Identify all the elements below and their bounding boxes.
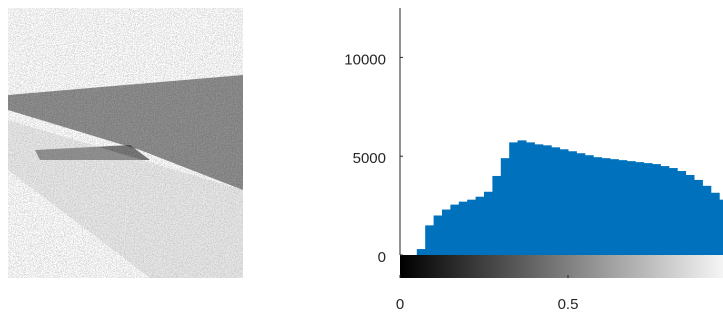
bar	[677, 171, 686, 255]
bar	[644, 163, 653, 255]
bar	[694, 180, 703, 255]
x-tick-label: 0.5	[558, 296, 579, 313]
bar	[576, 153, 585, 255]
bar	[551, 147, 560, 255]
bar	[635, 162, 644, 255]
bar	[627, 161, 636, 255]
bar	[459, 202, 468, 255]
bar	[652, 164, 661, 255]
noise-overlay	[8, 8, 243, 278]
bar	[501, 158, 510, 255]
bar	[534, 144, 543, 255]
bar	[610, 159, 619, 255]
figure: 0 5000 10000 0 0.5	[0, 0, 723, 318]
x-tick-label: 0	[396, 296, 404, 313]
bar	[467, 200, 476, 255]
bar	[492, 176, 501, 255]
bar	[660, 166, 669, 255]
page: 050001000000.5 (() => { const data = JSO…	[0, 0, 723, 318]
photo	[8, 8, 243, 278]
bar	[568, 151, 577, 255]
bar	[450, 205, 459, 255]
bar	[618, 160, 627, 255]
y-tick-label: 5000	[353, 150, 386, 167]
bar	[560, 149, 569, 255]
bar	[476, 197, 485, 255]
bar	[417, 249, 426, 255]
y-tick-label: 0	[378, 249, 386, 266]
bar	[686, 175, 695, 255]
colorbar	[400, 255, 723, 278]
bar	[518, 140, 527, 255]
bar	[509, 142, 518, 255]
bar	[702, 186, 711, 255]
bar	[484, 192, 493, 255]
bar	[585, 155, 594, 255]
bar	[526, 142, 535, 255]
bar	[425, 225, 434, 255]
bar	[669, 168, 678, 255]
bar	[711, 193, 720, 255]
bar	[442, 210, 451, 255]
bar	[434, 215, 443, 255]
y-tick-label: 10000	[344, 51, 386, 68]
bar	[543, 145, 552, 255]
bar	[593, 157, 602, 255]
bar	[602, 158, 611, 255]
bar	[719, 200, 723, 255]
